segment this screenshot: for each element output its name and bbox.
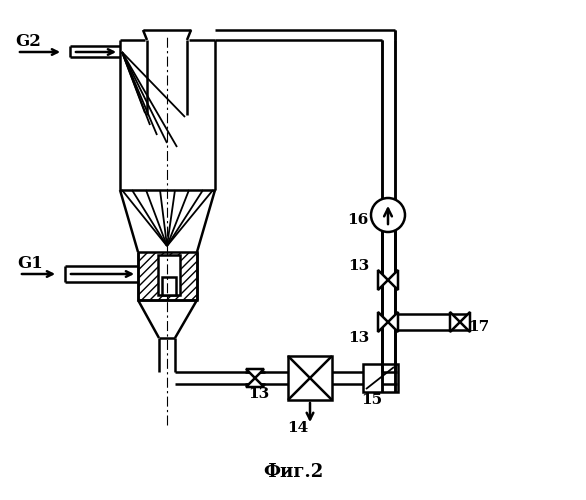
Text: 13: 13	[348, 331, 369, 345]
Bar	[158, 255, 180, 295]
Polygon shape	[378, 270, 388, 290]
Polygon shape	[246, 378, 264, 387]
Text: G2: G2	[15, 32, 41, 50]
Polygon shape	[246, 369, 264, 378]
Circle shape	[371, 198, 405, 232]
Polygon shape	[378, 312, 388, 332]
Text: 14: 14	[287, 421, 309, 435]
Text: 13: 13	[348, 259, 369, 273]
Polygon shape	[388, 270, 398, 290]
Bar	[363, 364, 398, 392]
Text: Фиг.2: Фиг.2	[263, 463, 323, 481]
Polygon shape	[450, 312, 460, 332]
Text: G1: G1	[17, 256, 43, 272]
Bar	[288, 356, 332, 400]
Polygon shape	[460, 312, 470, 332]
Bar	[138, 252, 197, 300]
Text: 17: 17	[468, 320, 489, 334]
Text: 15: 15	[361, 393, 382, 407]
Text: 16: 16	[347, 213, 368, 227]
Polygon shape	[388, 312, 398, 332]
Bar	[162, 277, 176, 295]
Text: 13: 13	[248, 387, 269, 401]
